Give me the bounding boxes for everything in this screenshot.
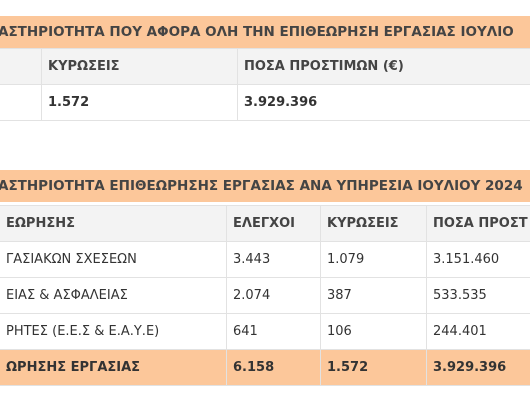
table2-total-cell: 1.572 [320, 349, 427, 386]
table2-cell: ΕΙΑΣ & ΑΣΦΑΛΕΙΑΣ [0, 277, 227, 314]
table2-cell: 106 [320, 313, 427, 350]
table2-header-cell: ΕΛΕΓΧΟΙ [226, 205, 321, 242]
table1-cell: 3.929.396 [237, 84, 530, 121]
table1-header-row: ΚΥΡΩΣΕΙΣ ΠΟΣΑ ΠΡΟΣΤΙΜΩΝ (€) [0, 48, 530, 85]
table1-title: ΑΣΤΗΡΙΟΤΗΤΑ ΠΟΥ ΑΦΟΡΑ ΟΛΗ ΤΗΝ ΕΠΙΘΕΩΡΗΣΗ… [0, 24, 514, 40]
table2-title-bar: ΑΣΤΗΡΙΟΤΗΤΑ ΕΠΙΘΕΩΡΗΣΗΣ ΕΡΓΑΣΙΑΣ ΑΝΑ ΥΠΗ… [0, 170, 530, 202]
table2: ΕΩΡΗΣΗΣ ΕΛΕΓΧΟΙ ΚΥΡΩΣΕΙΣ ΠΟΣΑ ΠΡΟΣΤ ΓΑΣΙ… [0, 205, 530, 386]
table2-header-row: ΕΩΡΗΣΗΣ ΕΛΕΓΧΟΙ ΚΥΡΩΣΕΙΣ ΠΟΣΑ ΠΡΟΣΤ [0, 205, 530, 242]
table-row: ΓΑΣΙΑΚΩΝ ΣΧΕΣΕΩΝ 3.443 1.079 3.151.460 [0, 241, 530, 278]
table2-cell: 3.443 [226, 241, 321, 278]
table2-cell: ΓΑΣΙΑΚΩΝ ΣΧΕΣΕΩΝ [0, 241, 227, 278]
table-row: ΡΗΤΕΣ (Ε.Ε.Σ & Ε.Α.Υ.Ε) 641 106 244.401 [0, 313, 530, 350]
table1-cell [0, 84, 42, 121]
table2-total-cell: ΩΡΗΣΗΣ ΕΡΓΑΣΙΑΣ [0, 349, 227, 386]
table-row: 1.572 3.929.396 [0, 84, 530, 121]
table2-cell: 533.535 [426, 277, 530, 314]
table1-header-cell: ΠΟΣΑ ΠΡΟΣΤΙΜΩΝ (€) [237, 48, 530, 85]
table2-total-row: ΩΡΗΣΗΣ ΕΡΓΑΣΙΑΣ 6.158 1.572 3.929.396 [0, 349, 530, 386]
table2-cell: 387 [320, 277, 427, 314]
table2-cell: 244.401 [426, 313, 530, 350]
table-row: ΕΙΑΣ & ΑΣΦΑΛΕΙΑΣ 2.074 387 533.535 [0, 277, 530, 314]
table2-total-cell: 3.929.396 [426, 349, 530, 386]
table2-header-cell: ΕΩΡΗΣΗΣ [0, 205, 227, 242]
table2-total-cell: 6.158 [226, 349, 321, 386]
table1: ΚΥΡΩΣΕΙΣ ΠΟΣΑ ΠΡΟΣΤΙΜΩΝ (€) 1.572 3.929.… [0, 48, 530, 121]
table1-header-cell [0, 48, 42, 85]
table2-cell: 3.151.460 [426, 241, 530, 278]
table2-cell: 1.079 [320, 241, 427, 278]
table1-header-cell: ΚΥΡΩΣΕΙΣ [41, 48, 238, 85]
table2-cell: ΡΗΤΕΣ (Ε.Ε.Σ & Ε.Α.Υ.Ε) [0, 313, 227, 350]
table2-cell: 2.074 [226, 277, 321, 314]
table2-cell: 641 [226, 313, 321, 350]
table1-title-bar: ΑΣΤΗΡΙΟΤΗΤΑ ΠΟΥ ΑΦΟΡΑ ΟΛΗ ΤΗΝ ΕΠΙΘΕΩΡΗΣΗ… [0, 16, 530, 48]
table2-header-cell: ΚΥΡΩΣΕΙΣ [320, 205, 427, 242]
table1-cell: 1.572 [41, 84, 238, 121]
table2-header-cell: ΠΟΣΑ ΠΡΟΣΤ [426, 205, 530, 242]
table2-title: ΑΣΤΗΡΙΟΤΗΤΑ ΕΠΙΘΕΩΡΗΣΗΣ ΕΡΓΑΣΙΑΣ ΑΝΑ ΥΠΗ… [0, 178, 523, 194]
